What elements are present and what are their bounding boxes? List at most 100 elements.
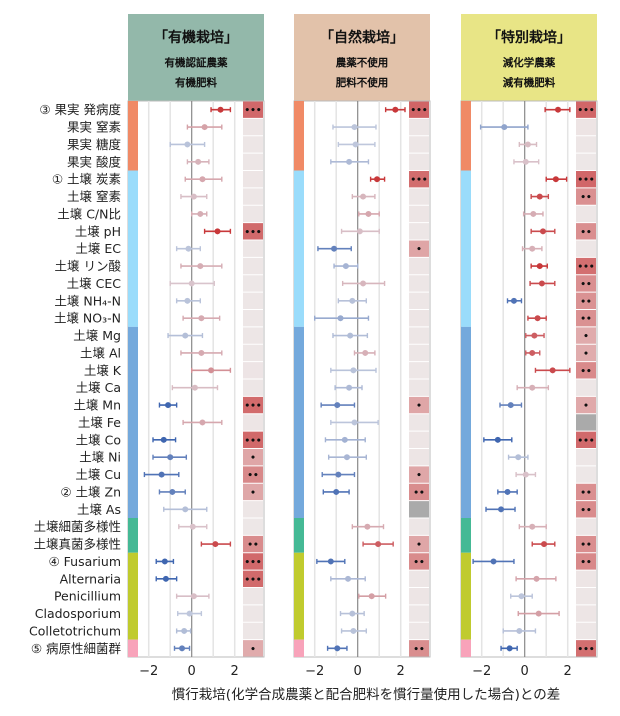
estimate-point [535,610,542,617]
estimate-point [351,124,358,131]
estimate-point [167,454,174,461]
x-tick-label: 2 [564,664,572,679]
heat-cell [576,553,596,570]
estimate-point [536,193,543,200]
significance-marker: ••• [410,176,427,186]
estimate-point [392,106,399,113]
heat-cell [409,449,429,466]
heat-cell [409,136,429,153]
estimate-point [186,610,193,617]
category-stripe [128,101,138,171]
estimate-point [360,193,367,200]
heat-cell [409,101,429,118]
estimate-point [375,541,382,548]
significance-marker: •• [580,558,592,568]
estimate-point [507,402,514,409]
significance-marker: •• [580,541,592,551]
heat-cell [576,153,596,170]
estimate-point [549,367,556,374]
row-label: Alternaria [60,571,121,586]
significance-marker: ••• [410,106,427,116]
heat-cell [409,188,429,205]
estimate-point [533,575,540,582]
significance-marker: •• [580,367,592,377]
estimate-point [529,349,536,356]
estimate-point [349,610,356,617]
heat-cell [409,292,429,309]
estimate-point [498,506,505,513]
row-label: 土壌 K [84,363,122,378]
category-stripe [461,552,471,640]
heat-cell [576,396,596,414]
row-label: ① 土壌 炭素 [52,172,121,187]
estimate-point [161,558,168,565]
category-stripe [128,170,138,327]
row-label: 土壌細菌多様性 [33,519,121,534]
heat-cell [576,240,596,257]
estimate-point [342,263,349,270]
significance-marker: • [583,349,589,359]
estimate-point [522,471,529,478]
heat-cell [409,223,429,240]
x-tick-label: 2 [397,664,405,679]
panel-subtitle: 有機認証農薬 [165,56,228,69]
panel-subtitle: 農薬不使用 [336,56,389,69]
estimate-point [529,384,536,391]
panel-title: 「自然栽培」 [320,29,404,46]
category-stripe [294,326,304,518]
heat-cell [409,362,429,379]
heat-cell [243,466,263,483]
heat-cell [576,449,596,466]
estimate-point [212,541,219,548]
estimate-point [529,523,536,530]
row-label: 土壌 Ca [76,380,121,395]
heat-cell [243,518,263,535]
panel-subtitle: 有機肥料 [175,76,217,89]
heat-cell [243,483,263,501]
estimate-point [199,176,206,183]
heat-cell [576,136,596,153]
estimate-point [349,297,356,304]
estimate-point [504,488,511,495]
estimate-point [190,193,197,200]
heat-cell [243,379,263,396]
row-label: 土壌 C/N比 [57,206,121,221]
significance-marker: • [416,541,422,551]
estimate-point [490,558,497,565]
category-stripe [128,518,138,553]
estimate-point [539,228,546,235]
significance-marker: •• [580,506,592,516]
heat-cell [409,535,429,553]
significance-marker: •• [580,228,592,238]
category-stripe [461,518,471,553]
row-label: ③ 果実 発病度 [39,102,121,117]
estimate-point [347,332,354,339]
heat-cell [409,640,429,657]
row-label: 土壌 EC [75,241,121,256]
category-stripe [294,639,304,657]
row-label: 土壌 Mn [73,398,121,413]
row-label: 土壌 As [77,502,121,517]
row-label: 果実 糖度 [67,137,121,152]
heat-cell [243,292,263,309]
row-label: 土壌 Ni [79,450,121,465]
heat-cell [243,344,263,362]
estimate-point [531,332,538,339]
panel-subtitle: 減化学農薬 [503,56,556,69]
estimate-point [189,523,196,530]
heat-cell [243,275,263,292]
estimate-point [197,263,204,270]
heat-cell [243,223,263,240]
estimate-point [364,523,371,530]
significance-marker: • [250,488,256,498]
heat-cell [243,171,263,188]
panel-plot-area [293,100,431,658]
heat-cell [243,535,263,553]
estimate-point [346,158,353,165]
panel-header [294,14,430,101]
heat-cell [243,640,263,657]
estimate-point [350,627,357,634]
